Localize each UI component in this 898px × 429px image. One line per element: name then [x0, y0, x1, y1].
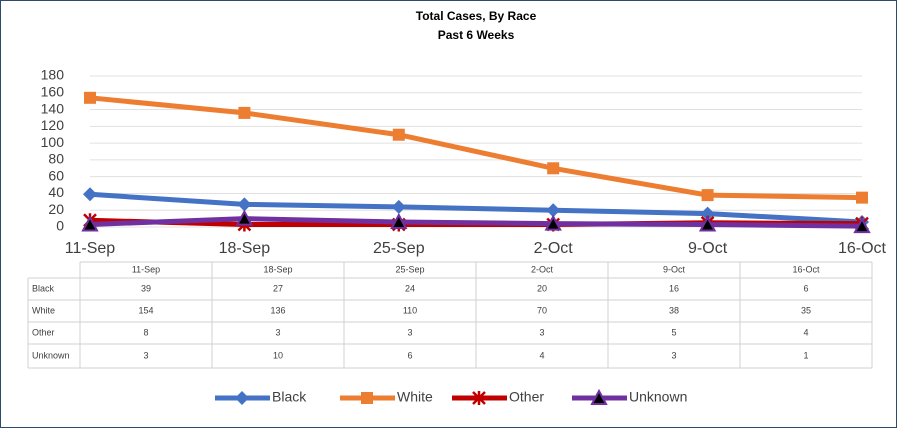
- marker: [547, 162, 560, 175]
- table-header: 2-Oct: [531, 264, 554, 274]
- table-row-label: Other: [32, 327, 55, 337]
- table-cell: 70: [537, 305, 547, 315]
- table-cell: 3: [671, 350, 676, 360]
- table-cell: 3: [407, 327, 412, 337]
- table-cell: 3: [143, 350, 148, 360]
- table-cell: 5: [671, 327, 676, 337]
- marker: [81, 215, 99, 232]
- y-tick-label: 40: [48, 184, 64, 200]
- marker: [544, 214, 562, 231]
- y-tick-label: 100: [41, 134, 65, 150]
- marker: [392, 128, 405, 141]
- marker: [700, 206, 715, 221]
- marker: [701, 189, 714, 202]
- table-cell: 6: [803, 283, 808, 293]
- marker: [83, 187, 97, 202]
- table-header: 18-Sep: [263, 264, 292, 274]
- y-tick-label: 80: [48, 151, 64, 167]
- legend-marker: [472, 391, 486, 405]
- table-header: 25-Sep: [395, 264, 424, 274]
- marker: [391, 199, 406, 214]
- legend-label: Other: [509, 389, 544, 405]
- table-cell: 10: [273, 350, 283, 360]
- marker: [698, 215, 717, 232]
- chart-title: Total Cases, By Race: [416, 9, 537, 23]
- table-cell: 1: [803, 350, 808, 360]
- marker: [390, 212, 408, 229]
- marker: [853, 217, 871, 234]
- x-tick-label: 18-Sep: [219, 240, 271, 257]
- y-tick-label: 0: [56, 218, 64, 234]
- y-tick-label: 20: [48, 201, 64, 217]
- y-tick-label: 160: [41, 83, 65, 99]
- marker: [84, 91, 96, 104]
- legend-label: Unknown: [629, 389, 687, 405]
- x-tick-label: 9-Oct: [688, 240, 728, 257]
- table-cell: 4: [803, 327, 808, 337]
- y-tick-label: 60: [48, 167, 64, 183]
- table-cell: 27: [273, 283, 283, 293]
- legend-marker: [361, 392, 373, 404]
- y-tick-label: 180: [41, 67, 65, 83]
- series-line: [89, 216, 863, 229]
- table-cell: 154: [138, 305, 153, 315]
- table-row-label: White: [32, 305, 55, 315]
- marker: [856, 191, 868, 204]
- table-cell: 6: [407, 350, 412, 360]
- table-header: 9-Oct: [663, 264, 686, 274]
- table-cell: 39: [141, 283, 151, 293]
- marker: [237, 197, 252, 212]
- legend-label: White: [397, 389, 433, 405]
- table-cell: 8: [143, 327, 148, 337]
- series-line: [89, 95, 863, 201]
- table-header: 11-Sep: [132, 264, 160, 274]
- table-row-label: Unknown: [32, 350, 70, 360]
- table-cell: 110: [403, 305, 417, 315]
- legend-marker: [235, 391, 249, 405]
- table-cell: 24: [405, 283, 415, 293]
- table-cell: 20: [537, 283, 547, 293]
- marker: [238, 106, 251, 119]
- table-cell: 3: [275, 327, 280, 337]
- x-tick-label: 2-Oct: [534, 240, 574, 257]
- table-cell: 4: [539, 350, 544, 360]
- table-cell: 38: [669, 305, 679, 315]
- table-cell: 16: [669, 283, 679, 293]
- x-tick-label: 16-Oct: [838, 240, 887, 257]
- table-cell: 136: [270, 305, 285, 315]
- legend-label: Black: [272, 389, 307, 405]
- y-tick-label: 120: [41, 117, 65, 133]
- chart-subtitle: Past 6 Weeks: [438, 28, 515, 42]
- legend-marker: [590, 388, 608, 405]
- marker: [546, 203, 561, 218]
- table-row-label: Black: [32, 283, 55, 293]
- series-line: [89, 191, 863, 225]
- marker: [235, 209, 254, 226]
- x-tick-label: 11-Sep: [65, 240, 116, 257]
- y-tick-label: 140: [41, 100, 65, 116]
- table-cell: 35: [801, 305, 811, 315]
- x-tick-label: 25-Sep: [373, 240, 425, 257]
- table-cell: 3: [539, 327, 544, 337]
- table-header: 16-Oct: [792, 264, 820, 274]
